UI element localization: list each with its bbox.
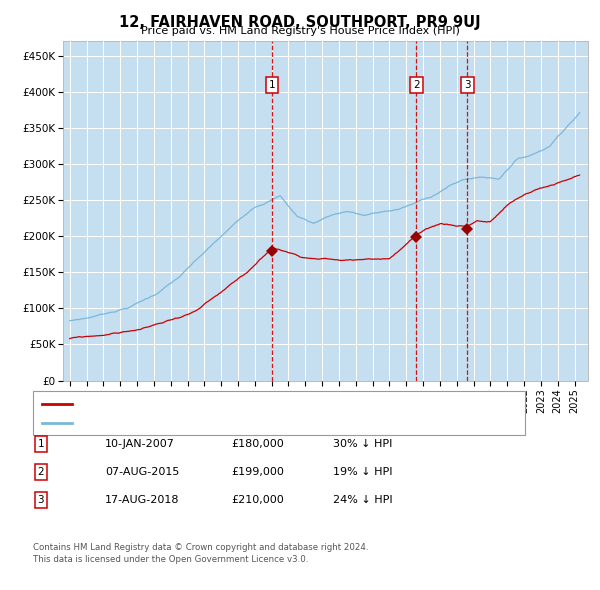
Text: 1: 1 <box>37 439 44 448</box>
Text: 17-AUG-2018: 17-AUG-2018 <box>105 496 179 505</box>
Text: 10-JAN-2007: 10-JAN-2007 <box>105 439 175 448</box>
Text: 3: 3 <box>37 496 44 505</box>
Text: 19% ↓ HPI: 19% ↓ HPI <box>333 467 392 477</box>
Text: 30% ↓ HPI: 30% ↓ HPI <box>333 439 392 448</box>
Text: £180,000: £180,000 <box>231 439 284 448</box>
Text: £199,000: £199,000 <box>231 467 284 477</box>
Text: HPI: Average price, detached house, Sefton: HPI: Average price, detached house, Seft… <box>79 418 296 428</box>
Text: 2: 2 <box>413 80 419 90</box>
Text: 3: 3 <box>464 80 470 90</box>
Text: Price paid vs. HM Land Registry's House Price Index (HPI): Price paid vs. HM Land Registry's House … <box>140 26 460 36</box>
Text: 2: 2 <box>37 467 44 477</box>
Text: 24% ↓ HPI: 24% ↓ HPI <box>333 496 392 505</box>
Text: This data is licensed under the Open Government Licence v3.0.: This data is licensed under the Open Gov… <box>33 555 308 564</box>
Text: 12, FAIRHAVEN ROAD, SOUTHPORT, PR9 9UJ (detached house): 12, FAIRHAVEN ROAD, SOUTHPORT, PR9 9UJ (… <box>79 399 389 408</box>
Text: 1: 1 <box>269 80 275 90</box>
Text: 07-AUG-2015: 07-AUG-2015 <box>105 467 179 477</box>
Text: 12, FAIRHAVEN ROAD, SOUTHPORT, PR9 9UJ: 12, FAIRHAVEN ROAD, SOUTHPORT, PR9 9UJ <box>119 15 481 30</box>
Text: £210,000: £210,000 <box>231 496 284 505</box>
Text: Contains HM Land Registry data © Crown copyright and database right 2024.: Contains HM Land Registry data © Crown c… <box>33 543 368 552</box>
